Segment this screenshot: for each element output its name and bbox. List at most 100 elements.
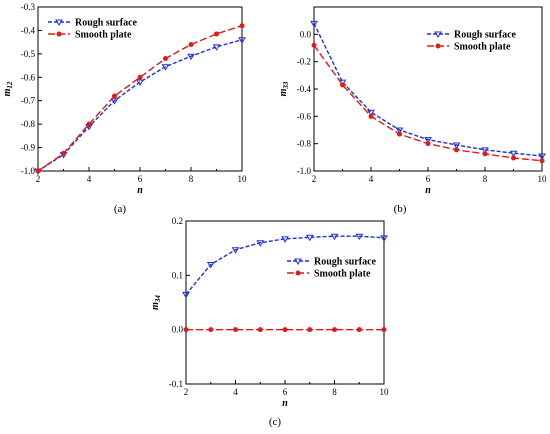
y-tick-label: -0.8 [297, 139, 312, 149]
x-tick-label: 2 [184, 387, 189, 397]
y-tick-label: 0.2 [172, 216, 183, 226]
data-point-smooth [112, 93, 117, 99]
y-tick-label: -1.0 [21, 166, 36, 176]
y-tick-label: 0.0 [300, 29, 312, 39]
legend-label: Rough surface [454, 30, 517, 41]
legend-label: Smooth plate [75, 30, 132, 41]
x-axis-label: n [137, 185, 143, 196]
x-tick-label: 8 [483, 174, 488, 184]
y-tick-label: -0.9 [21, 143, 36, 153]
panel-c: 2 4 6 8 10 -0.1 0.0 0.1 0.2 n m34 Rough surfaceSmoo… [150, 216, 389, 428]
data-point-rough [481, 147, 489, 154]
data-point-rough [355, 233, 364, 241]
panel-caption: (b) [394, 203, 407, 215]
y-tick-label: -0.5 [21, 49, 36, 59]
data-point-rough [136, 79, 144, 86]
y-tick-label: -0.1 [169, 379, 183, 389]
data-point-smooth [257, 327, 263, 333]
x-tick-label: 4 [233, 387, 238, 397]
y-tick-label: -0.4 [297, 84, 312, 94]
data-point-smooth [539, 158, 545, 164]
data-point-rough [238, 37, 246, 44]
data-point-rough [424, 137, 432, 144]
y-tick-label: 0.1 [172, 270, 183, 280]
x-tick-label: 10 [380, 387, 390, 397]
data-point-smooth [454, 147, 459, 153]
y-tick-label: -0.8 [21, 119, 36, 129]
x-tick-label: 6 [138, 174, 143, 184]
data-point-smooth [332, 327, 337, 333]
x-tick-label: 6 [283, 387, 288, 397]
data-point-smooth [307, 327, 313, 333]
data-point-smooth [340, 82, 345, 88]
x-tick-label: 8 [332, 387, 337, 397]
x-tick-label: 6 [426, 174, 431, 184]
panel-caption: (c) [269, 416, 282, 428]
data-point-smooth [239, 23, 245, 29]
data-point-smooth [381, 327, 387, 333]
data-point-smooth [356, 327, 362, 333]
x-tick-label: 4 [87, 174, 92, 184]
panel-a: 2 4 6 8 10 -1.0 -0.9 -0.8 -0.7 -0.6 -0.5 -0.4 -0.3 n m… [2, 2, 247, 215]
y-tick-label: -0.7 [21, 96, 36, 106]
data-point-smooth [311, 42, 317, 48]
series-line-rough [313, 23, 543, 157]
data-point-rough [310, 20, 318, 28]
y-tick-label: -0.4 [21, 25, 36, 35]
x-tick-label: 2 [312, 174, 317, 184]
series-line-rough [185, 235, 385, 295]
data-point-smooth [282, 327, 288, 333]
panel-caption: (a) [114, 203, 127, 215]
data-point-smooth [397, 131, 402, 137]
x-tick-label: 8 [189, 174, 194, 184]
panel-b: 2 4 6 8 10 -1.0 -0.8 -0.6 -0.4 -0.2 0.0 n m33 Rough s… [278, 6, 548, 215]
legend-label: Smooth plate [454, 42, 511, 53]
legend-label: Rough surface [75, 18, 138, 29]
data-point-smooth [163, 56, 168, 62]
x-tick-label: 2 [36, 174, 41, 184]
data-point-smooth [35, 168, 41, 174]
y-axis-label: m34 [150, 295, 162, 310]
data-point-rough [206, 261, 215, 269]
legend-swatch-marker [295, 270, 301, 276]
data-point-smooth [214, 31, 219, 37]
y-tick-label: -0.6 [297, 111, 312, 121]
legend-swatch-marker [55, 19, 63, 26]
data-point-smooth [233, 327, 238, 333]
data-point-smooth [183, 327, 189, 333]
legend-swatch-marker [435, 43, 441, 49]
data-point-rough [231, 247, 240, 254]
data-point-smooth [86, 121, 92, 127]
data-point-smooth [137, 74, 143, 80]
series-line-rough [37, 39, 243, 172]
data-point-smooth [188, 41, 194, 47]
data-point-rough [509, 150, 518, 158]
data-point-smooth [482, 151, 488, 157]
data-point-rough [380, 235, 388, 242]
data-point-rough [161, 64, 170, 71]
y-axis-label: m33 [278, 81, 290, 96]
data-point-rough [110, 98, 119, 105]
plot-frame [185, 220, 385, 385]
data-point-rough [212, 44, 221, 51]
x-tick-label: 10 [238, 174, 248, 184]
data-point-smooth [208, 327, 214, 333]
y-tick-label: -0.3 [21, 2, 36, 12]
x-tick-label: 10 [538, 174, 548, 184]
data-point-rough [305, 234, 314, 242]
x-tick-label: 4 [369, 174, 374, 184]
y-axis-label: m12 [2, 81, 14, 96]
data-point-smooth [511, 155, 516, 161]
data-point-smooth [368, 113, 374, 119]
x-axis-label: n [282, 398, 288, 409]
legend-label: Smooth plate [314, 269, 371, 280]
legend-swatch-marker [56, 31, 62, 37]
data-point-smooth [425, 141, 431, 147]
data-point-rough [367, 109, 375, 117]
legend-label: Rough surface [314, 257, 377, 268]
data-point-rough [452, 142, 461, 150]
data-point-rough [256, 240, 265, 247]
data-point-rough [395, 127, 404, 134]
y-tick-label: -0.2 [297, 57, 311, 67]
